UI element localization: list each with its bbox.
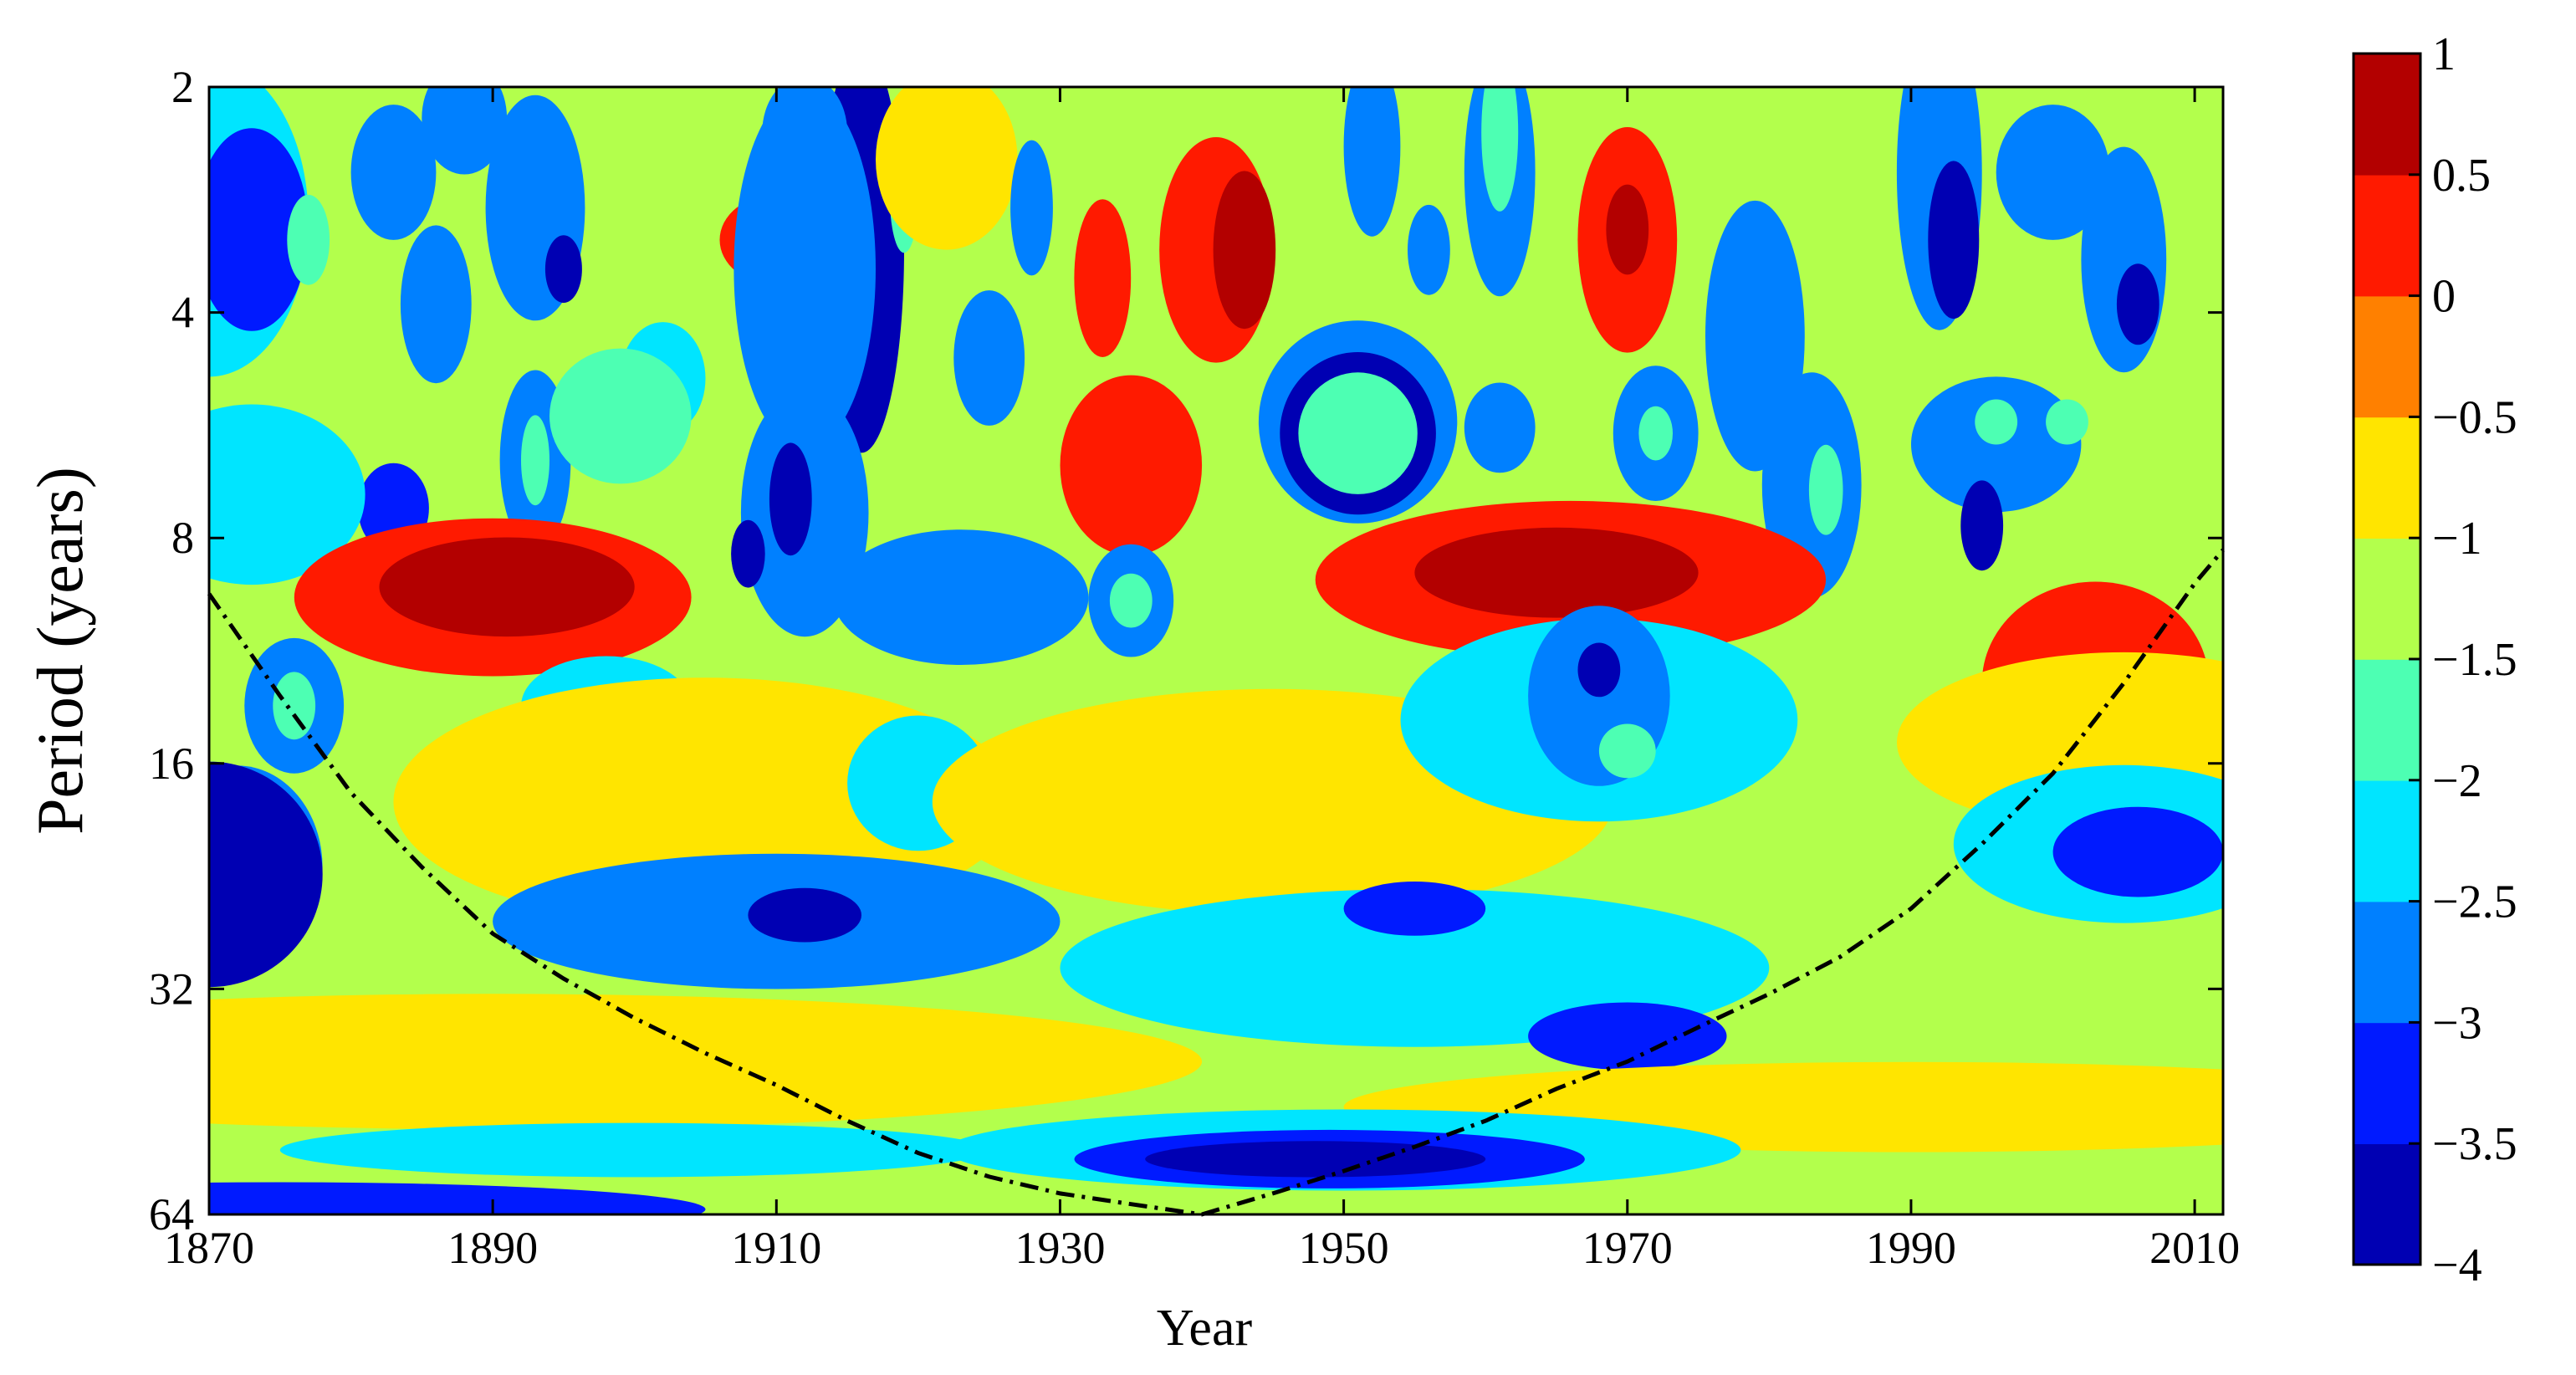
colorbar-band [2354,659,2420,781]
colorbar: 1 0.5 0 −0.5 −1 −1.5 −2 −2.5 −3 −3.5 −4 [2352,28,2517,1291]
contour-region-11 [209,404,365,585]
colorbar-tick-label: −4 [2432,1240,2482,1291]
contour-region-85 [209,994,1202,1130]
contour-region-81 [1343,882,1486,936]
cone-of-influence-line [207,548,2225,1217]
contour-region-45 [1928,161,1980,319]
contour-region-71 [1598,723,1656,779]
contour-region-5 [400,225,472,384]
x-tick-label: 1970 [1582,1223,1673,1273]
colorbar-band [2354,54,2420,176]
x-tick-label: 2010 [2149,1223,2240,1273]
y-axis-title: Period (years) [23,467,96,835]
contour-region-17 [762,87,848,189]
contour-region-15 [733,89,876,450]
contour-region-25 [1074,199,1132,357]
contour-region-8 [521,415,549,506]
contour-region-3 [350,105,437,240]
contour-region-22 [769,442,812,556]
colorbar-band [2354,295,2420,418]
colorbar-tick-label: −3.5 [2432,1118,2517,1170]
contour-region-62 [273,672,316,740]
plot-frame [207,85,2225,1216]
x-tick-label: 1990 [1866,1223,1956,1273]
contour-region-40 [1638,406,1673,461]
contour-region-82 [1528,1002,1727,1071]
colorbar-tick-label: −3 [2432,997,2482,1049]
contour-regions [209,87,2223,1214]
contour-region-79 [748,887,861,943]
x-tick-label: 1870 [164,1223,254,1273]
contour-region-26 [1060,375,1203,556]
contour-region-23 [731,519,765,588]
x-axis: 1870 1890 1910 1930 1950 1970 1990 2010 [164,87,2240,1273]
colorbar-band [2354,538,2420,660]
contour-region-29 [1343,87,1401,237]
contour-region-20 [953,290,1025,426]
plot-area [209,87,2223,1214]
contour-region-49 [1960,480,2004,571]
contour-region-19 [1010,140,1053,276]
colorbar-tick-label: 0.5 [2432,150,2491,202]
colorbar-band [2354,901,2420,1024]
x-tick-label: 1890 [447,1223,538,1273]
contour-region-38 [1606,184,1649,275]
contour-region-91 [279,1122,989,1178]
contour-region-24 [549,348,692,484]
contour-region-36 [1481,87,1519,212]
contour-region-47 [1975,399,2018,445]
contour-region-48 [2046,399,2088,445]
contour-region-18 [876,87,1018,250]
colorbar-tick-label: −1 [2432,513,2482,565]
contour-region-89 [1145,1141,1486,1178]
y-tick-label: 16 [149,739,194,789]
contour-region-59 [1109,573,1153,628]
contour-region-56 [1414,527,1699,618]
contour-region-1 [209,128,309,331]
y-tick-label: 4 [171,288,194,338]
y-tick-label: 64 [149,1189,194,1240]
colorbar-tick-label: 0 [2432,271,2456,323]
x-tick-label: 1910 [731,1223,821,1273]
contour-region-43 [1808,444,1843,535]
contour-region-90 [209,1182,706,1214]
y-tick-label: 8 [171,513,194,563]
colorbar-tick-label: −2.5 [2432,877,2517,928]
contour-region-28 [1213,171,1276,330]
x-tick-label: 1930 [1015,1223,1105,1273]
colorbar-band [2354,417,2420,539]
colorbar-band [2354,1143,2420,1265]
contour-region-2 [287,194,330,285]
contour-region-84 [2052,806,2223,897]
x-tick-label: 1950 [1299,1223,1389,1273]
y-tick-label: 2 [171,62,194,112]
colorbar-tick-label: −2 [2432,755,2482,807]
colorbar-tick-label: −0.5 [2432,391,2517,443]
colorbar-band [2354,174,2420,297]
contour-region-54 [379,537,635,637]
contour-region-9 [544,235,582,304]
x-axis-title: Year [1157,1300,1253,1357]
contour-region-70 [1577,642,1621,698]
colorbar-tick-label: 1 [2432,28,2456,80]
colorbar-band [2354,1022,2420,1144]
contour-region-51 [2116,263,2159,345]
y-tick-label: 32 [149,964,194,1014]
contour-region-30 [1408,204,1450,295]
colorbar-tick-label: −1.5 [2432,634,2517,686]
contour-region-60 [903,556,989,638]
contour-region-52 [1996,105,2110,240]
contour-region-33 [1298,372,1418,494]
contour-region-34 [1464,382,1536,473]
contour-region-76 [209,761,323,988]
contour-region-4 [422,87,508,175]
colorbar-band [2354,780,2420,902]
y-axis: 2 4 8 16 32 64 [149,62,2223,1240]
